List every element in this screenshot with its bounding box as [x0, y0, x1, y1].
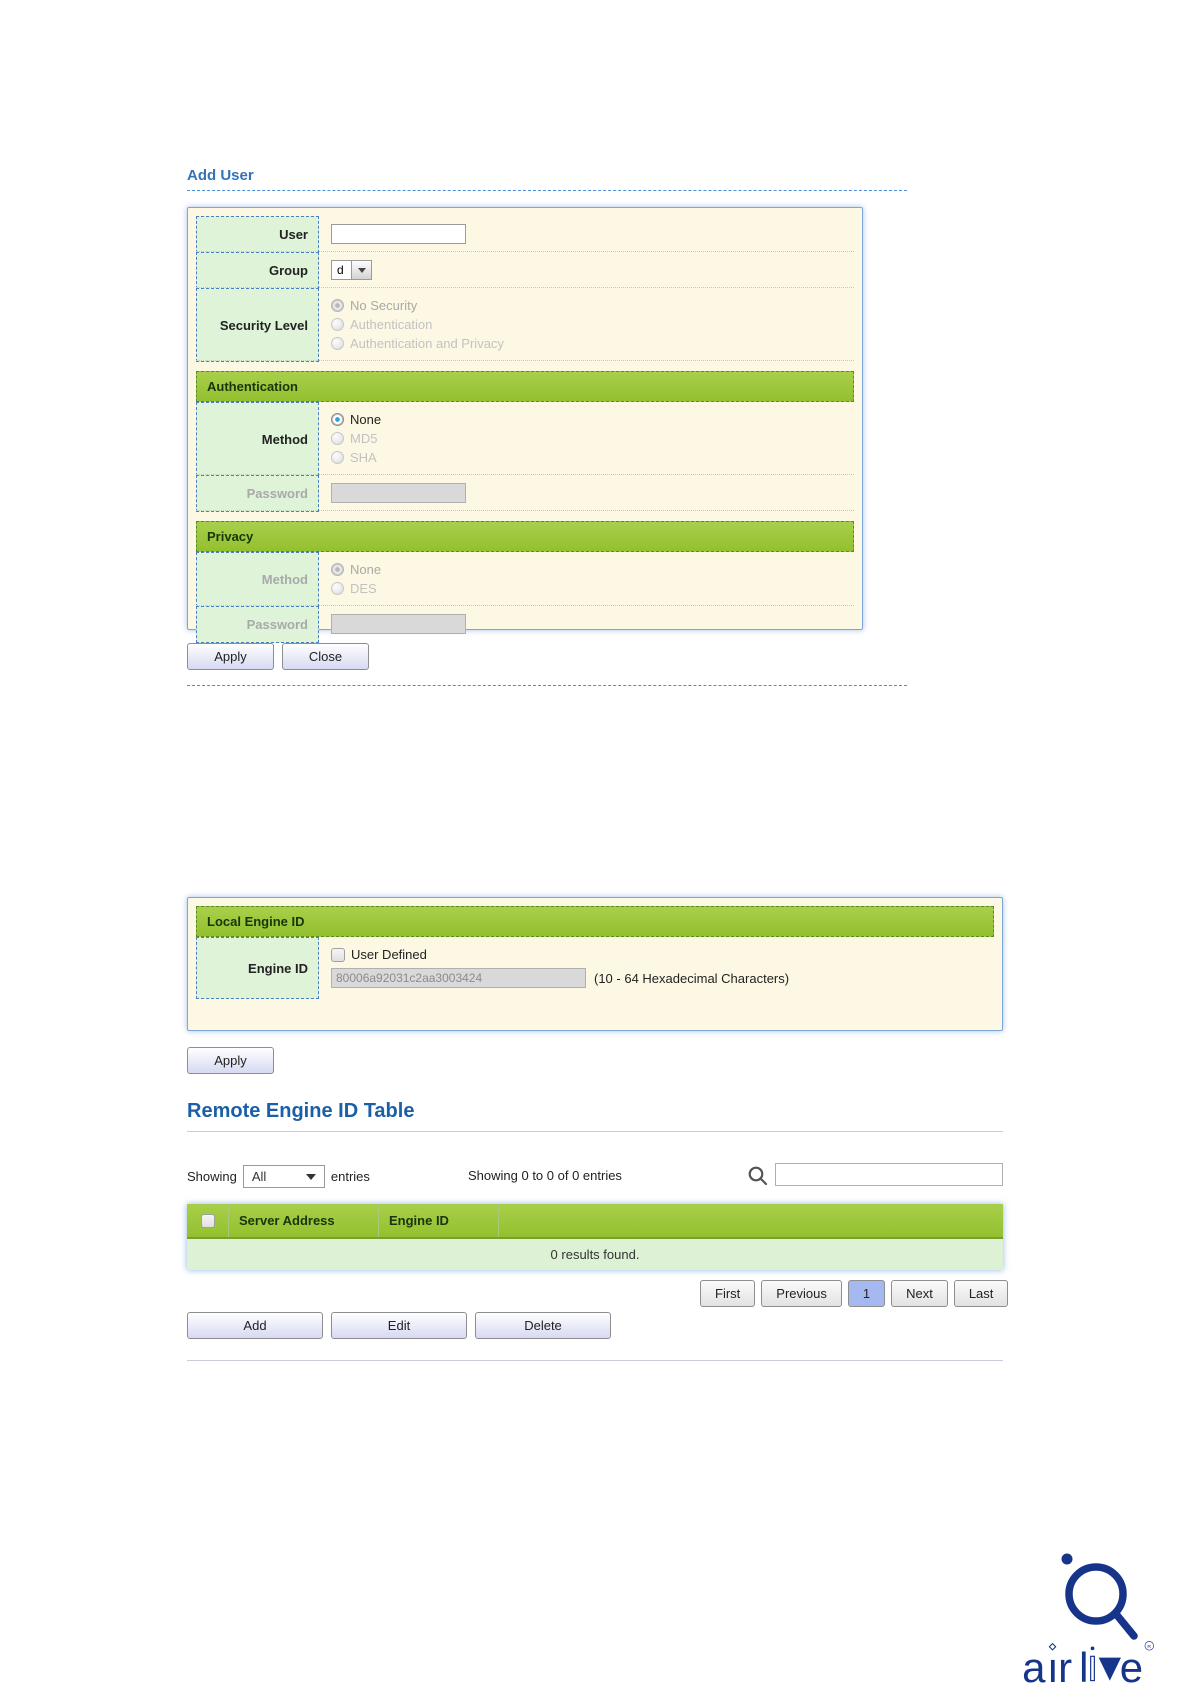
svg-text:R: R [1147, 1644, 1151, 1650]
